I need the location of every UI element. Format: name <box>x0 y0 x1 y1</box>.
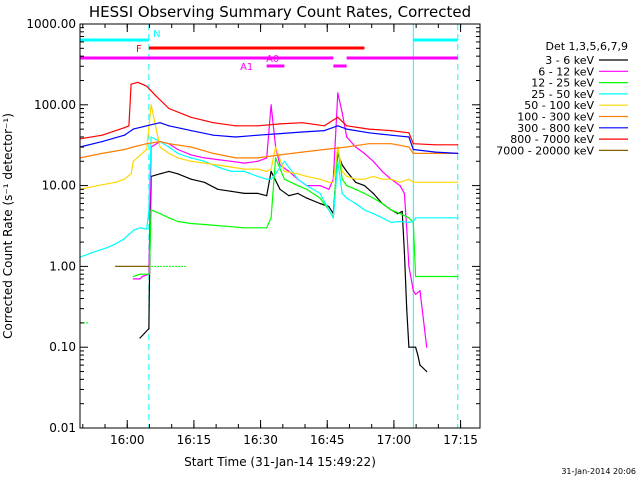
series-5 <box>79 141 459 159</box>
legend-label: 3 - 6 keV <box>545 54 594 67</box>
series-line <box>133 146 458 278</box>
series-8 <box>115 265 150 267</box>
series-1 <box>132 92 428 348</box>
plot-frame <box>79 23 481 429</box>
x-tick-label: 17:15 <box>443 433 478 447</box>
legend-label: 800 - 7000 keV <box>510 133 594 146</box>
legend-title: Det 1,3,5,6,7,9 <box>545 40 628 53</box>
series-line <box>79 136 458 258</box>
x-axis-label: Start Time (31-Jan-14 15:49:22) <box>184 455 376 469</box>
series-line <box>79 122 458 154</box>
y-tick-label: 0.10 <box>49 340 76 354</box>
x-tick-label: 16:00 <box>110 433 145 447</box>
series-0 <box>139 152 428 373</box>
series-7 <box>79 81 459 146</box>
legend-label: 300 - 800 keV <box>517 122 594 135</box>
y-tick-label: 10.00 <box>42 179 76 193</box>
series-3 <box>79 136 459 258</box>
legend-label: 25 - 50 keV <box>531 88 594 101</box>
legend-label: 6 - 12 keV <box>538 65 594 78</box>
plot-area: NF A0 A1 <box>79 24 459 428</box>
flag-label-a0: A0 <box>266 54 279 65</box>
x-tick-label: 16:15 <box>177 433 212 447</box>
x-axis: 16:00 16:15 16:30 16:45 17:00 17:15 <box>82 24 478 447</box>
y-axis: 1000.00 100.00 10.00 1.00 0.10 0.01 <box>26 17 480 435</box>
y-tick-label: 0.01 <box>49 421 76 435</box>
series-line <box>79 104 458 190</box>
y-tick-label: 1.00 <box>49 259 76 273</box>
series-line <box>79 81 458 146</box>
x-tick-label: 17:00 <box>377 433 412 447</box>
series-line <box>133 92 428 348</box>
legend-label: 50 - 100 keV <box>524 99 594 112</box>
chart-title: HESSI Observing Summary Count Rates, Cor… <box>89 3 471 21</box>
flag-label-n: N <box>153 29 160 40</box>
flag-label-f: F <box>136 44 142 55</box>
series-line <box>79 141 458 159</box>
series-4 <box>79 104 459 190</box>
legend-label: 7000 - 20000 keV <box>496 144 594 157</box>
series-line <box>139 152 428 372</box>
legend-label: 100 - 300 keV <box>517 111 594 124</box>
x-tick-label: 16:30 <box>243 433 278 447</box>
y-tick-label: 1000.00 <box>26 17 76 31</box>
y-tick-label: 100.00 <box>34 98 76 112</box>
legend-label: 12 - 25 keV <box>531 77 594 90</box>
footer-date: 31-Jan-2014 20:06 <box>561 467 636 476</box>
series-2 <box>132 146 459 278</box>
y-axis-label: Corrected Count Rate (s⁻¹ detector⁻¹) <box>1 113 15 339</box>
x-tick-label: 16:45 <box>310 433 345 447</box>
flag-label-a1: A1 <box>240 62 253 73</box>
